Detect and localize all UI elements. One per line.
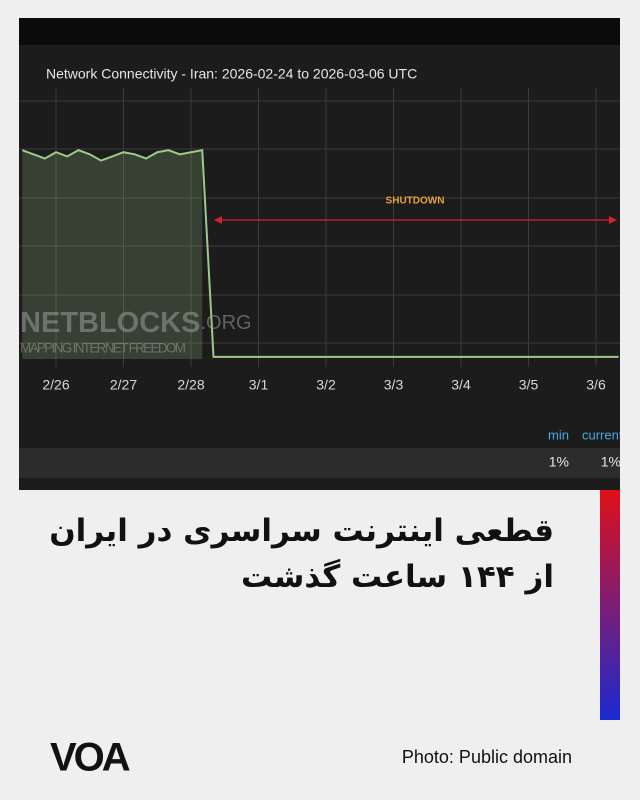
horizontal-grid [19, 100, 620, 344]
annotation: SHUTDOWN [386, 196, 445, 207]
x-tick-label: 2/28 [177, 377, 204, 393]
logo: VOA [50, 736, 130, 780]
stat-name: min [548, 427, 569, 442]
headline-line: قطعی اینترنت سراسری در ایران [49, 513, 554, 549]
watermark: NETBLOCKS.ORG [20, 307, 252, 339]
chart-panel [19, 18, 620, 490]
x-tick-label: 2/27 [110, 377, 137, 393]
x-tick-label: 3/2 [316, 377, 336, 393]
stat-value: 1% [601, 454, 621, 470]
chart-title: Network Connectivity - Iran: 2026-02-24 … [46, 66, 417, 82]
watermark-suffix: .ORG [200, 312, 251, 334]
x-tick-label: 3/3 [384, 377, 404, 393]
plot [21, 88, 619, 367]
top-strip [19, 18, 620, 45]
legend-stats: min 1% current 1% [548, 427, 623, 470]
headline: قطعی اینترنت سراسری در ایران از ۱۴۴ ساعت… [34, 508, 554, 600]
stat-value: 1% [549, 454, 569, 470]
headline-line: از ۱۴۴ ساعت گذشت [241, 559, 554, 595]
watermark-name: NETBLOCKS [20, 307, 200, 339]
x-tick-label: 3/4 [451, 377, 471, 393]
stats-band [19, 448, 620, 478]
x-tick-label: 3/6 [586, 377, 606, 393]
photo-credit: Photo: Public domain [402, 747, 572, 767]
watermark-tagline: MAPPING INTERNET FREEDOM [20, 341, 186, 356]
accent-bar [600, 490, 620, 720]
x-tick-label: 2/26 [42, 377, 69, 393]
stat-name: current [582, 427, 623, 442]
series-line [21, 148, 619, 358]
x-tick-label: 3/1 [249, 377, 269, 393]
area [22, 150, 203, 359]
x-tick-label: 3/5 [519, 377, 539, 393]
